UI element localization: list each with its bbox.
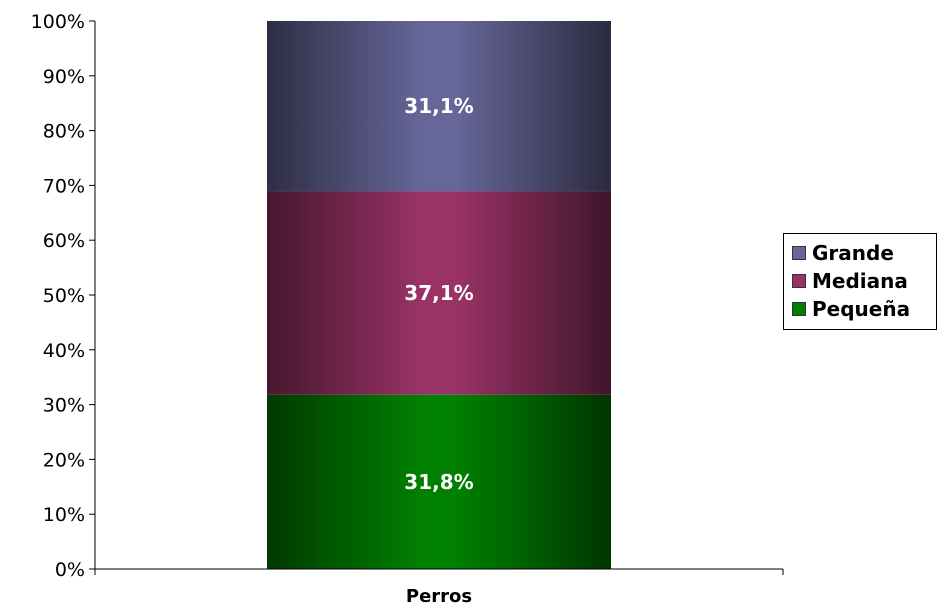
y-tick-label: 100% (31, 11, 85, 33)
y-tick-label: 50% (43, 285, 85, 307)
y-tick-label: 90% (43, 66, 85, 88)
data-label-grande: 31,1% (404, 94, 473, 118)
x-category-label: Perros (406, 586, 472, 607)
legend-swatch-mediana (792, 274, 806, 288)
legend-label-pequena: Pequeña (812, 297, 911, 321)
y-tick-label: 40% (43, 340, 85, 362)
legend-swatch-pequena (792, 302, 806, 316)
y-tick-label: 10% (43, 504, 85, 526)
y-tick-label: 70% (43, 175, 85, 197)
bars-layer (267, 21, 611, 569)
y-tick-label: 0% (55, 559, 85, 581)
bar-segment-mediana (267, 191, 611, 395)
legend-label-mediana: Mediana (812, 269, 908, 293)
legend: Grande Mediana Pequeña (783, 233, 937, 330)
legend-item-pequena: Pequeña (792, 295, 936, 323)
legend-item-mediana: Mediana (792, 267, 936, 295)
bar-segment-grande (267, 21, 611, 192)
y-tick-label: 80% (43, 121, 85, 143)
data-label-mediana: 37,1% (404, 281, 473, 305)
data-label-pequena: 31,8% (404, 470, 473, 494)
y-tick-label: 60% (43, 230, 85, 252)
legend-item-grande: Grande (792, 239, 936, 267)
data-labels-layer: 31,8% 37,1% 31,1% (404, 94, 473, 494)
y-tick-label: 30% (43, 395, 85, 417)
legend-label-grande: Grande (812, 241, 894, 265)
axes-layer: 0% 10% 20% 30% 40% 50% 60% 70% 80% 90% 100% Perros (31, 11, 784, 607)
y-tick-label: 20% (43, 449, 85, 471)
bar-segment-pequena (267, 394, 611, 569)
legend-swatch-grande (792, 246, 806, 260)
